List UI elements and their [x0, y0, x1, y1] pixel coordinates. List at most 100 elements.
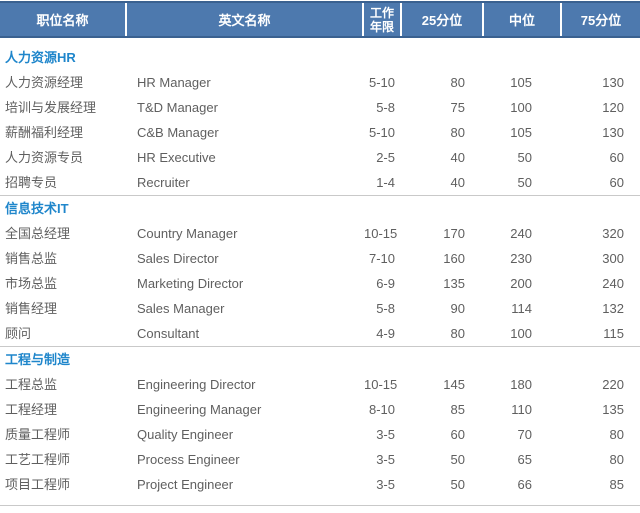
cell-position-cn: 项目工程师: [5, 477, 71, 492]
cell-position-cn: 工程经理: [5, 402, 58, 417]
col-header-median: 中位: [484, 3, 560, 36]
cell-25th-percentile: 85: [450, 402, 465, 417]
cell-25th-percentile: 40: [450, 175, 465, 190]
cell-75th-percentile: 240: [602, 276, 624, 291]
cell-75th-percentile: 115: [603, 326, 624, 341]
cell-75th-percentile: 60: [609, 150, 624, 165]
cell-position-en: Consultant: [137, 326, 200, 341]
cell-position-cn: 销售经理: [5, 301, 58, 316]
col-header-25th-percentile: 25分位: [402, 3, 482, 36]
cell-25th-percentile: 135: [443, 276, 465, 291]
cell-work-years: 4-9: [376, 326, 395, 341]
cell-position-en: Recruiter: [137, 175, 190, 190]
cell-position-en: HR Executive: [137, 150, 216, 165]
cell-position-cn: 招聘专员: [5, 175, 58, 190]
cell-median: 230: [510, 251, 532, 266]
cell-position-en: Sales Director: [137, 251, 219, 266]
cell-median: 65: [517, 452, 532, 467]
cell-work-years: 10-15: [364, 377, 398, 392]
cell-median: 66: [517, 477, 532, 492]
table-row: 市场总监 Marketing Director 6-9 135 200 240: [0, 271, 640, 296]
table-row: 工程经理 Engineering Manager 8-10 85 110 135: [0, 397, 640, 422]
cell-median: 50: [517, 175, 532, 190]
cell-25th-percentile: 80: [450, 125, 465, 140]
cell-median: 70: [517, 427, 532, 442]
section-3: 工程与制造工程总监 Engineering Director 10-15 145 180…: [0, 346, 640, 497]
cell-25th-percentile: 90: [450, 301, 465, 316]
cell-75th-percentile: 85: [609, 477, 624, 492]
cell-position-cn: 工程总监: [5, 377, 58, 392]
cell-median: 105: [510, 75, 532, 90]
table-row: 项目工程师 Project Engineer 3-5 50 66 85: [0, 472, 640, 497]
cell-25th-percentile: 75: [450, 100, 465, 115]
cell-position-en: Engineering Manager: [137, 402, 262, 417]
cell-25th-percentile: 50: [450, 452, 465, 467]
table-row: 质量工程师 Quality Engineer 3-5 60 70 80: [0, 422, 640, 447]
cell-75th-percentile: 130: [602, 75, 624, 90]
cell-75th-percentile: 135: [602, 402, 624, 417]
col-header-work-years: 工作年限: [364, 3, 400, 36]
table-row: 全国总经理 Country Manager 10-15 170 240 320: [0, 221, 640, 246]
cell-work-years: 3-5: [376, 477, 395, 492]
col-header-position-en: 英文名称: [127, 3, 362, 36]
cell-75th-percentile: 80: [609, 427, 624, 442]
section-title: 工程与制造: [5, 352, 71, 367]
cell-25th-percentile: 80: [450, 75, 465, 90]
cell-position-en: Quality Engineer: [137, 427, 234, 442]
table-row: 薪酬福利经理 C&B Manager 5-10 80 105 130: [0, 120, 640, 145]
cell-work-years: 8-10: [368, 402, 395, 417]
section-title: 信息技术IT: [5, 201, 69, 216]
cell-work-years: 6-9: [376, 276, 395, 291]
cell-median: 100: [510, 100, 532, 115]
table-row: 工艺工程师 Process Engineer 3-5 50 65 80: [0, 447, 640, 472]
cell-position-cn: 顾问: [5, 326, 32, 341]
section-2: 信息技术IT 全国总经理 Country Manager 10-15 170 240 320…: [0, 195, 640, 346]
cell-median: 105: [510, 125, 532, 140]
table-row: 销售总监 Sales Director 7-10 160 230 300: [0, 246, 640, 271]
cell-position-cn: 全国总经理: [5, 226, 71, 241]
cell-position-en: Project Engineer: [137, 477, 234, 492]
cell-work-years: 3-5: [376, 452, 395, 467]
table-row: 培训与发展经理 T&D Manager 5-8 75 100 120: [0, 95, 640, 120]
cell-median: 240: [510, 226, 532, 241]
cell-position-cn: 薪酬福利经理: [5, 125, 84, 140]
col-header-position-cn: 职位名称: [0, 3, 125, 36]
section-1: 人力资源HR 人力资源经理 HR Manager 5-10 80 105 130 培训与发展经…: [0, 45, 640, 195]
cell-75th-percentile: 132: [602, 301, 624, 316]
cell-work-years: 10-15: [364, 226, 398, 241]
table-row: 人力资源专员 HR Executive 2-5 40 50 60: [0, 145, 640, 170]
cell-position-en: Marketing Director: [137, 276, 244, 291]
cell-25th-percentile: 160: [443, 251, 465, 266]
cell-75th-percentile: 220: [602, 377, 624, 392]
cell-median: 180: [510, 377, 532, 392]
cell-position-cn: 市场总监: [5, 276, 58, 291]
cell-position-cn: 工艺工程师: [5, 452, 71, 467]
bottom-divider: [0, 505, 640, 506]
cell-75th-percentile: 300: [602, 251, 624, 266]
cell-25th-percentile: 40: [450, 150, 465, 165]
cell-75th-percentile: 60: [609, 175, 624, 190]
cell-25th-percentile: 145: [443, 377, 465, 392]
cell-position-en: Process Engineer: [137, 452, 240, 467]
cell-median: 100: [510, 326, 532, 341]
cell-position-en: C&B Manager: [137, 125, 219, 140]
table-row: 人力资源经理 HR Manager 5-10 80 105 130: [0, 70, 640, 95]
section-title: 人力资源HR: [5, 50, 76, 65]
cell-median: 114: [511, 301, 532, 316]
cell-median: 200: [510, 276, 532, 291]
cell-work-years: 2-5: [376, 150, 395, 165]
cell-position-cn: 质量工程师: [5, 427, 71, 442]
cell-75th-percentile: 120: [602, 100, 624, 115]
table-row: 工程总监 Engineering Director 10-15 145 180 220: [0, 372, 640, 397]
cell-position-en: Engineering Director: [137, 377, 256, 392]
cell-75th-percentile: 80: [609, 452, 624, 467]
table-row: 顾问 Consultant 4-9 80 100 115: [0, 321, 640, 346]
cell-median: 50: [517, 150, 532, 165]
cell-work-years: 7-10: [368, 251, 395, 266]
cell-75th-percentile: 130: [602, 125, 624, 140]
cell-work-years: 1-4: [376, 175, 395, 190]
cell-median: 110: [511, 402, 532, 417]
cell-75th-percentile: 320: [602, 226, 624, 241]
cell-work-years: 5-10: [368, 125, 395, 140]
cell-work-years: 3-5: [376, 427, 395, 442]
